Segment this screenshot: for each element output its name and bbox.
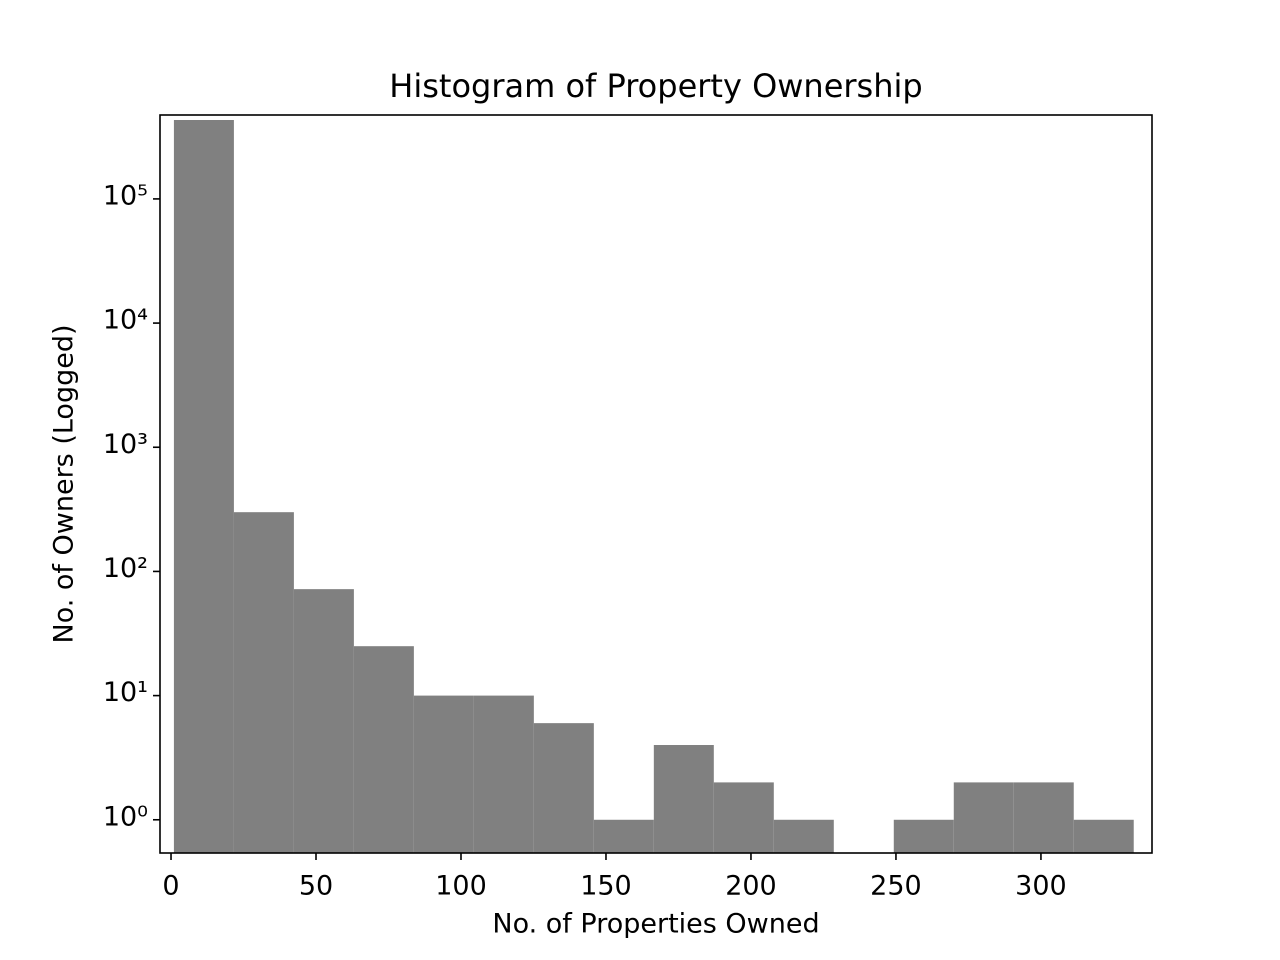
chart-title: Histogram of Property Ownership (389, 67, 922, 105)
bar (233, 512, 294, 853)
y-axis-label: No. of Owners (Logged) (49, 324, 80, 643)
bar (893, 819, 954, 853)
bar (1013, 782, 1074, 853)
bar (953, 782, 1014, 853)
plot-frame (159, 114, 1153, 854)
bar (533, 723, 594, 853)
y-tick-label: 10³ (103, 429, 148, 460)
y-tick-label: 10² (103, 553, 148, 584)
y-tick-label: 10⁵ (103, 180, 148, 211)
x-tick-label: 100 (435, 871, 487, 902)
bar (413, 695, 474, 853)
bar (773, 819, 834, 853)
x-tick-label: 0 (162, 871, 179, 902)
x-tick-label: 150 (580, 871, 632, 902)
y-tick-label: 10⁰ (103, 801, 148, 832)
x-axis-label: No. of Properties Owned (492, 909, 819, 940)
bar (173, 120, 234, 854)
x-tick-label: 200 (725, 871, 777, 902)
bar (473, 695, 534, 853)
y-tick-label: 10⁴ (103, 305, 148, 336)
bar (713, 782, 774, 853)
x-tick-label: 250 (870, 871, 922, 902)
x-tick-label: 50 (299, 871, 333, 902)
bar (653, 745, 714, 853)
y-tick-label: 10¹ (103, 677, 148, 708)
bar (1073, 819, 1134, 853)
bar (293, 589, 354, 853)
bar (353, 646, 414, 853)
x-tick-label: 300 (1015, 871, 1067, 902)
bar (593, 819, 654, 853)
